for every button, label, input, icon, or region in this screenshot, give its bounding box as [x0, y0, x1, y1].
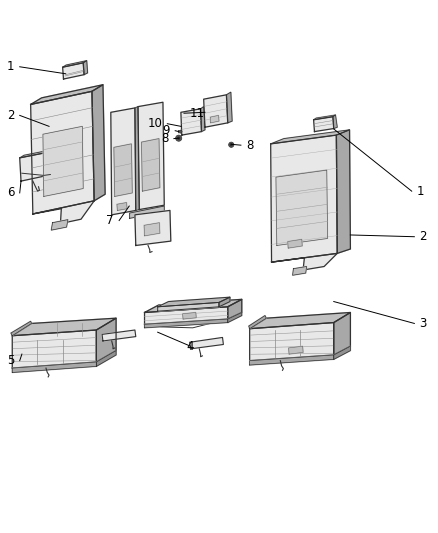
Polygon shape: [276, 170, 328, 246]
Polygon shape: [135, 107, 139, 211]
Polygon shape: [96, 318, 116, 362]
FancyArrow shape: [178, 130, 182, 133]
Text: 11: 11: [189, 107, 204, 120]
Polygon shape: [158, 302, 219, 311]
Text: 5: 5: [7, 354, 14, 367]
Polygon shape: [114, 144, 132, 197]
Polygon shape: [204, 95, 228, 127]
Text: 8: 8: [246, 139, 254, 152]
Polygon shape: [219, 297, 230, 307]
Polygon shape: [190, 337, 223, 349]
Polygon shape: [144, 223, 160, 236]
Polygon shape: [63, 61, 87, 67]
Text: 3: 3: [420, 317, 427, 330]
Polygon shape: [250, 355, 334, 365]
Polygon shape: [117, 203, 127, 211]
Polygon shape: [145, 307, 228, 324]
Text: 1: 1: [417, 184, 424, 198]
Text: 4: 4: [187, 340, 194, 353]
Text: 2: 2: [7, 109, 14, 122]
Polygon shape: [201, 107, 205, 132]
Polygon shape: [83, 61, 88, 75]
Polygon shape: [314, 115, 336, 120]
Polygon shape: [271, 135, 337, 262]
Polygon shape: [11, 321, 32, 336]
Polygon shape: [336, 130, 350, 253]
Polygon shape: [271, 130, 350, 144]
Polygon shape: [289, 346, 303, 354]
Polygon shape: [20, 149, 55, 158]
Polygon shape: [92, 85, 105, 201]
Polygon shape: [138, 102, 164, 209]
Polygon shape: [226, 92, 232, 123]
Circle shape: [176, 135, 182, 141]
Polygon shape: [141, 139, 160, 191]
Polygon shape: [63, 63, 84, 79]
Polygon shape: [20, 152, 52, 181]
Polygon shape: [210, 115, 219, 123]
Polygon shape: [31, 91, 94, 214]
Polygon shape: [31, 85, 103, 104]
Polygon shape: [96, 351, 116, 366]
Polygon shape: [12, 330, 96, 368]
Polygon shape: [145, 300, 242, 312]
Polygon shape: [145, 319, 228, 328]
Polygon shape: [228, 312, 242, 322]
Polygon shape: [314, 117, 334, 132]
Polygon shape: [111, 108, 136, 215]
Polygon shape: [51, 220, 68, 230]
Text: 6: 6: [7, 187, 14, 199]
Polygon shape: [228, 300, 242, 319]
Text: 2: 2: [420, 230, 427, 243]
Polygon shape: [158, 297, 230, 307]
Text: 8: 8: [161, 132, 169, 145]
Text: 9: 9: [162, 124, 170, 137]
Circle shape: [229, 142, 234, 147]
Polygon shape: [293, 266, 307, 275]
Text: 10: 10: [147, 117, 162, 130]
Polygon shape: [334, 312, 350, 355]
Polygon shape: [334, 346, 350, 359]
Polygon shape: [249, 316, 266, 329]
Polygon shape: [12, 318, 116, 336]
Polygon shape: [250, 312, 350, 329]
Polygon shape: [12, 362, 96, 373]
Circle shape: [177, 137, 180, 140]
Polygon shape: [333, 115, 337, 128]
Polygon shape: [181, 109, 201, 135]
Polygon shape: [288, 239, 302, 248]
Polygon shape: [50, 149, 56, 174]
Polygon shape: [33, 201, 94, 223]
Polygon shape: [135, 211, 171, 246]
Polygon shape: [272, 253, 337, 270]
Circle shape: [230, 143, 233, 146]
Polygon shape: [130, 206, 164, 219]
Polygon shape: [250, 322, 334, 361]
Polygon shape: [183, 312, 196, 319]
Polygon shape: [102, 330, 136, 341]
Text: 1: 1: [7, 60, 14, 73]
Text: 7: 7: [106, 214, 114, 227]
Polygon shape: [43, 126, 83, 197]
